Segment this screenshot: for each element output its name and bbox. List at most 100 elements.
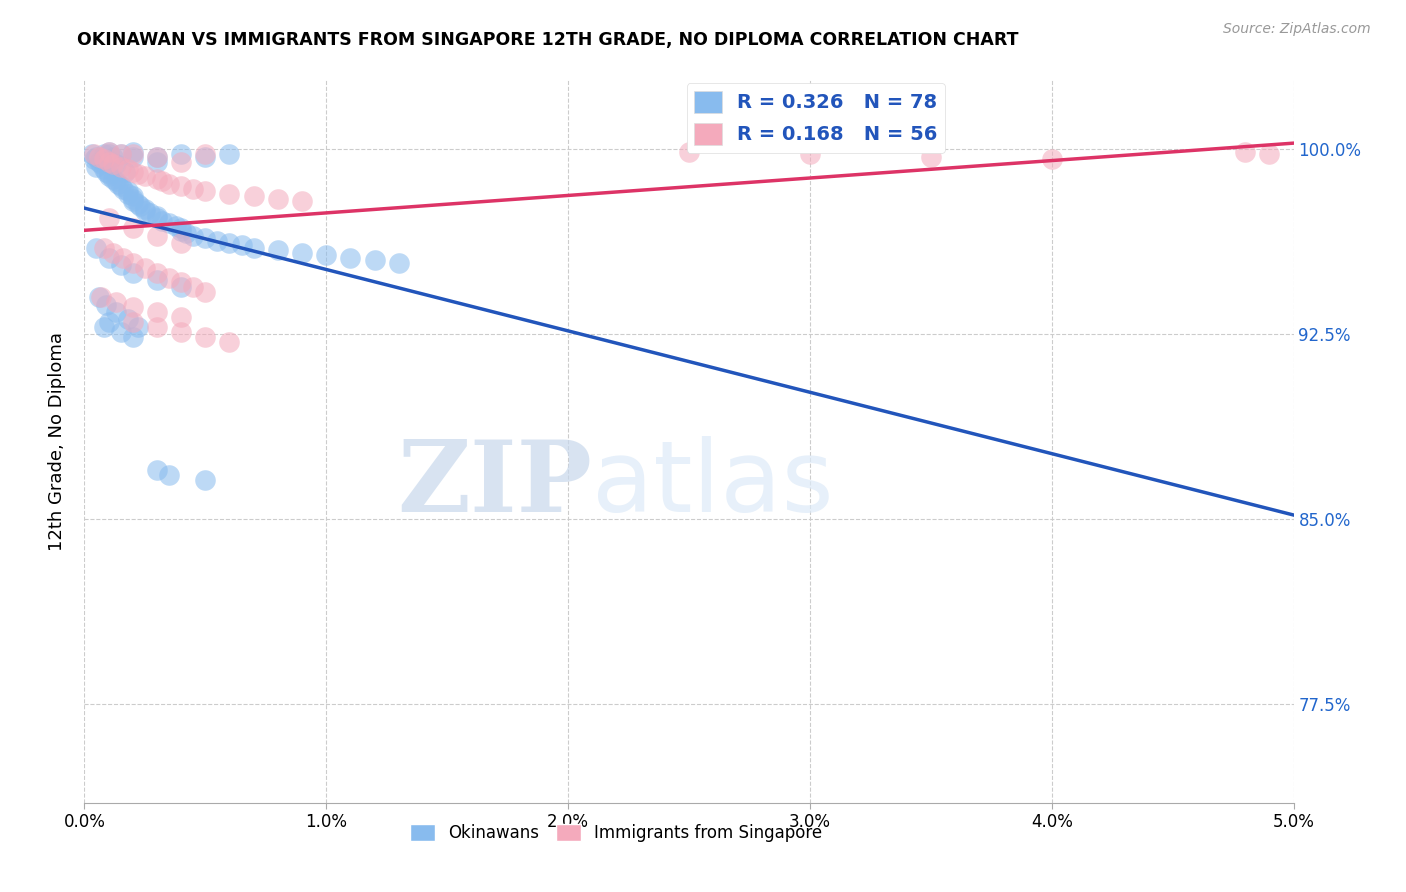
Point <box>207 234 229 248</box>
Point <box>121 266 143 280</box>
Point <box>121 147 143 161</box>
Point <box>97 152 120 166</box>
Point <box>174 226 197 240</box>
Text: atlas: atlas <box>592 436 834 533</box>
Point <box>90 157 112 171</box>
Point <box>110 325 132 339</box>
Point <box>218 186 240 201</box>
Point <box>121 221 143 235</box>
Point <box>97 315 120 329</box>
Point <box>194 330 217 344</box>
Point <box>121 192 143 206</box>
Point <box>315 248 337 262</box>
Point <box>87 290 110 304</box>
Point <box>94 298 117 312</box>
Point <box>83 152 105 166</box>
Point <box>103 172 125 186</box>
Point <box>194 150 217 164</box>
Point <box>93 152 115 166</box>
Point <box>291 246 314 260</box>
Point <box>170 221 193 235</box>
Point <box>920 150 942 164</box>
Point <box>146 209 169 223</box>
Point <box>242 189 264 203</box>
Point <box>146 211 169 226</box>
Point <box>110 258 132 272</box>
Point <box>157 177 180 191</box>
Point <box>110 147 132 161</box>
Point <box>194 184 217 198</box>
Point <box>146 172 169 186</box>
Point <box>242 241 264 255</box>
Point <box>80 147 103 161</box>
Point <box>94 164 117 178</box>
Point <box>291 194 314 208</box>
Point <box>110 160 132 174</box>
Point <box>97 145 120 159</box>
Point <box>112 251 135 265</box>
Point <box>86 241 108 255</box>
Point <box>97 211 120 226</box>
Legend: Okinawans, Immigrants from Singapore: Okinawans, Immigrants from Singapore <box>404 817 830 848</box>
Point <box>86 160 108 174</box>
Point <box>97 145 120 159</box>
Point <box>104 295 127 310</box>
Point <box>97 251 120 265</box>
Point <box>170 224 193 238</box>
Point <box>1234 145 1257 159</box>
Point <box>104 157 127 171</box>
Point <box>129 199 152 213</box>
Point <box>218 334 240 349</box>
Point <box>1258 147 1281 161</box>
Point <box>157 216 180 230</box>
Point <box>339 251 361 265</box>
Point <box>83 147 105 161</box>
Point <box>93 162 115 177</box>
Point <box>170 280 193 294</box>
Text: OKINAWAN VS IMMIGRANTS FROM SINGAPORE 12TH GRADE, NO DIPLOMA CORRELATION CHART: OKINAWAN VS IMMIGRANTS FROM SINGAPORE 12… <box>77 31 1019 49</box>
Point <box>112 182 135 196</box>
Point <box>110 179 132 194</box>
Point <box>121 189 143 203</box>
Point <box>93 241 115 255</box>
Point <box>181 182 204 196</box>
Point <box>121 300 143 314</box>
Point <box>121 256 143 270</box>
Point <box>121 194 143 208</box>
Point <box>127 167 149 181</box>
Point <box>194 147 217 161</box>
Point <box>181 280 204 294</box>
Point <box>157 270 180 285</box>
Point <box>103 150 125 164</box>
Point <box>146 273 169 287</box>
Point <box>170 310 193 324</box>
Point <box>121 145 143 159</box>
Point <box>134 260 156 275</box>
Point <box>231 238 253 252</box>
Point <box>121 330 143 344</box>
Point <box>110 147 132 161</box>
Point <box>93 147 115 161</box>
Point <box>134 169 156 184</box>
Point <box>127 319 149 334</box>
Point <box>218 147 240 161</box>
Point <box>93 319 115 334</box>
Point <box>146 463 169 477</box>
Point <box>170 179 193 194</box>
Point <box>146 228 169 243</box>
Point <box>97 147 120 161</box>
Point <box>146 305 169 319</box>
Point <box>194 231 217 245</box>
Point <box>363 253 385 268</box>
Point <box>218 235 240 250</box>
Point <box>170 154 193 169</box>
Point <box>103 246 125 260</box>
Point <box>678 145 700 159</box>
Point <box>134 204 156 219</box>
Point <box>114 164 136 178</box>
Point <box>138 206 160 220</box>
Point <box>170 325 193 339</box>
Point <box>97 154 120 169</box>
Point <box>146 150 169 164</box>
Point <box>90 290 112 304</box>
